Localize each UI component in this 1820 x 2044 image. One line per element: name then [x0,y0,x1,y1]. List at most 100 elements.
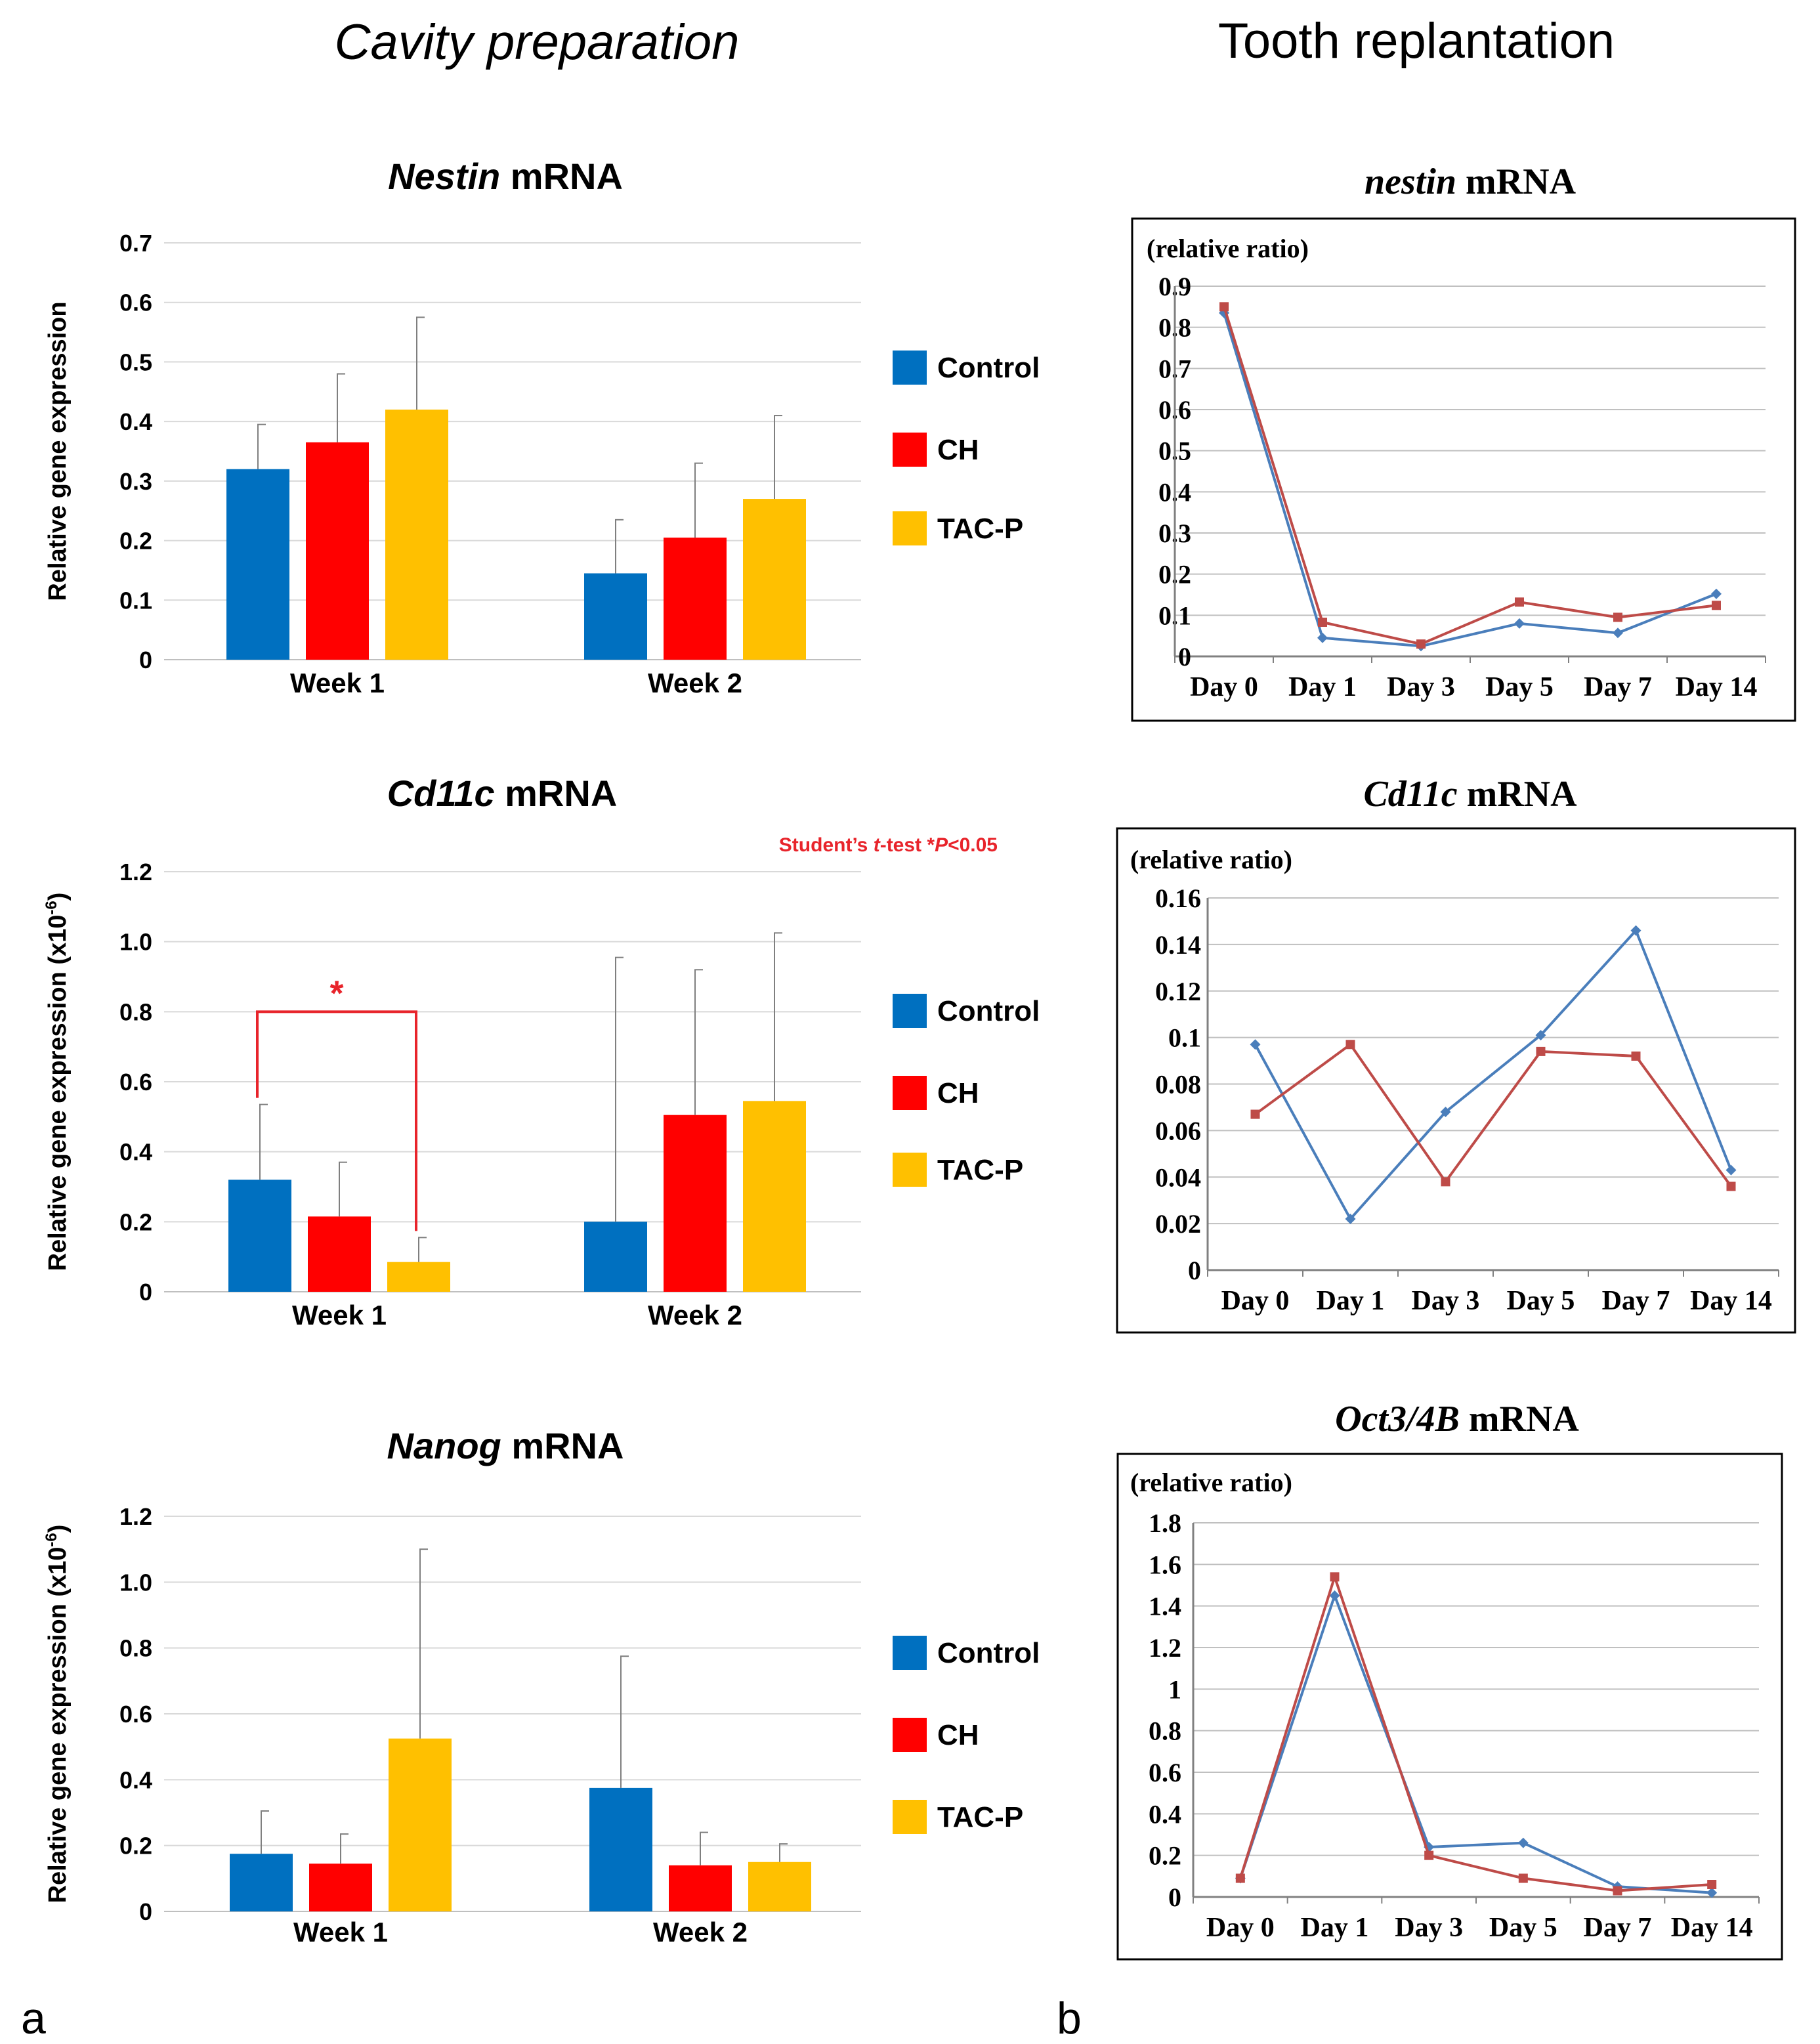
y-tick-label: 0.5 [119,349,152,375]
legend-swatch-ch [893,1076,927,1110]
category-label: Week 2 [648,1300,742,1331]
y-axis-label-text: Relative gene expression (x10 [44,1547,72,1904]
y-tick-label: 0.16 [1155,884,1201,913]
category-label: Day 5 [1489,1913,1557,1943]
significance-note-part: t [874,834,881,856]
title-suffix: mRNA [500,156,623,197]
legend-label: Control [937,995,1040,1027]
significance-note-part: -test * [880,834,935,856]
y-tick-label: 0.2 [1149,1841,1181,1871]
series-line-red [1254,1042,1733,1187]
data-point-blue [1630,925,1641,936]
y-tick-label: 0.06 [1155,1116,1201,1145]
significance-star: * [329,973,343,1013]
title-suffix: mRNA [1456,161,1577,202]
legend-label: CH [937,434,979,466]
category-label: Day 1 [1288,672,1357,702]
y-tick-label: 0.1 [119,587,152,614]
category-label: Day 0 [1206,1913,1275,1943]
bar-tac-p-2 [748,1862,811,1911]
oct-line-chart: Oct3/4B mRNA (relative ratio) 0 0.2 0.4 0.6 0.… [1116,1399,1783,1961]
significance-note: Student’s t-test *P<0.05 [779,834,998,856]
data-point-blue [1329,1590,1340,1601]
bar-tac-p-1 [385,410,448,660]
series-line-blue [1254,927,1733,1222]
bar-control-1 [230,1854,293,1911]
bar-control-2 [584,573,647,660]
nestin-bar-chart: Nestin mRNA 0 0.1 0.2 0.3 0.4 0.5 0.6 0.7 Relativ… [44,156,1040,698]
data-point-red [1515,597,1524,607]
charts-layer: Nestin mRNA 0 0.1 0.2 0.3 0.4 0.5 0.6 0.7 Relativ… [43,156,1796,1961]
category-label: Day 14 [1676,672,1758,702]
y-tick-label: 0.4 [1149,1799,1181,1829]
data-point-red [1707,1880,1717,1889]
data-point-blue [1613,628,1623,639]
cd11c-bar-chart: Cd11c mRNA 0 0.2 0.4 0.6 0.8 1.0 1.2 Relative ge… [43,773,1040,1331]
legend-label: CH [937,1077,979,1109]
y-axis-label: Relative gene expression (x10-6) [43,893,72,1271]
y-tick-label: 0 [139,1898,152,1925]
legend-swatch-tac-p [893,511,927,545]
y-tick-label: 0 [139,1279,152,1306]
legend-label: TAC-P [937,513,1023,545]
category-label: Day 1 [1301,1913,1369,1943]
bar-control-1 [228,1180,291,1292]
chart-frame [1116,1453,1783,1961]
data-point-blue [1440,1107,1451,1118]
heading-tooth-replantation: Tooth replantation [1218,13,1615,69]
data-point-red [1235,1873,1245,1883]
data-point-blue [1514,618,1525,629]
heading-cavity-preparation: Cavity preparation [335,14,740,70]
category-label: Day 5 [1485,672,1554,702]
title-gene: Oct3/4B [1335,1399,1460,1439]
bar-ch-1 [309,1863,372,1911]
legend-label: TAC-P [937,1801,1023,1833]
data-point-red [1518,1873,1528,1883]
nanog-bar-title: Nanog mRNA [387,1425,624,1466]
data-point-blue [1250,1039,1261,1050]
legend-label: Control [937,352,1040,384]
category-label: Week 2 [648,668,742,698]
y-tick-label: 0.6 [119,1701,152,1728]
unit-label: (relative ratio) [1130,1468,1292,1497]
bar-control-2 [589,1787,652,1911]
y-tick-label: 0.12 [1155,977,1201,1006]
category-label: Day 7 [1602,1286,1670,1316]
y-tick-label: 1.2 [119,859,152,885]
data-point-red [1345,1040,1355,1050]
series-line-blue [1238,1591,1712,1894]
y-tick-label: 0.2 [119,528,152,555]
category-label: Day 7 [1584,672,1652,702]
data-point-red [1613,1886,1622,1896]
unit-label: (relative ratio) [1147,234,1309,263]
legend-label: TAC-P [937,1154,1023,1186]
data-point-red [1726,1182,1736,1191]
y-tick-label: 0.2 [119,1208,152,1235]
oct-line-title: Oct3/4B mRNA [1335,1399,1579,1439]
title-suffix: mRNA [1460,1399,1580,1439]
category-label: Day 0 [1190,672,1258,702]
data-point-red [1712,601,1721,610]
panel-label-b: b [1057,1993,1082,2043]
data-point-red [1219,302,1229,312]
legend-swatch-ch [893,1718,927,1752]
y-tick-label: 0.4 [119,1766,152,1793]
y-tick-label: 0 [1188,1256,1201,1285]
chart-frame [1116,827,1796,1334]
data-point-blue [1706,1887,1718,1898]
title-gene: nestin [1365,161,1456,202]
bar-ch-2 [664,538,727,660]
cd11c-bar-title: Cd11c mRNA [387,773,618,814]
y-tick-label: 1.4 [1149,1592,1181,1621]
y-tick-label: 0.1 [1168,1023,1201,1053]
y-axis-label: Relative gene expression (x10-6) [43,1525,72,1904]
y-tick-label: 0.6 [1149,1758,1181,1787]
y-tick-label: 1.8 [1149,1508,1181,1538]
y-tick-label: 0.8 [119,998,152,1025]
category-label: Day 3 [1412,1286,1480,1316]
y-tick-label: 1.0 [119,929,152,956]
y-axis-label-text: Relative gene expression [44,301,72,601]
y-tick-label: 1 [1168,1674,1181,1704]
cd11c-line-title: Cd11c mRNA [1363,774,1577,815]
